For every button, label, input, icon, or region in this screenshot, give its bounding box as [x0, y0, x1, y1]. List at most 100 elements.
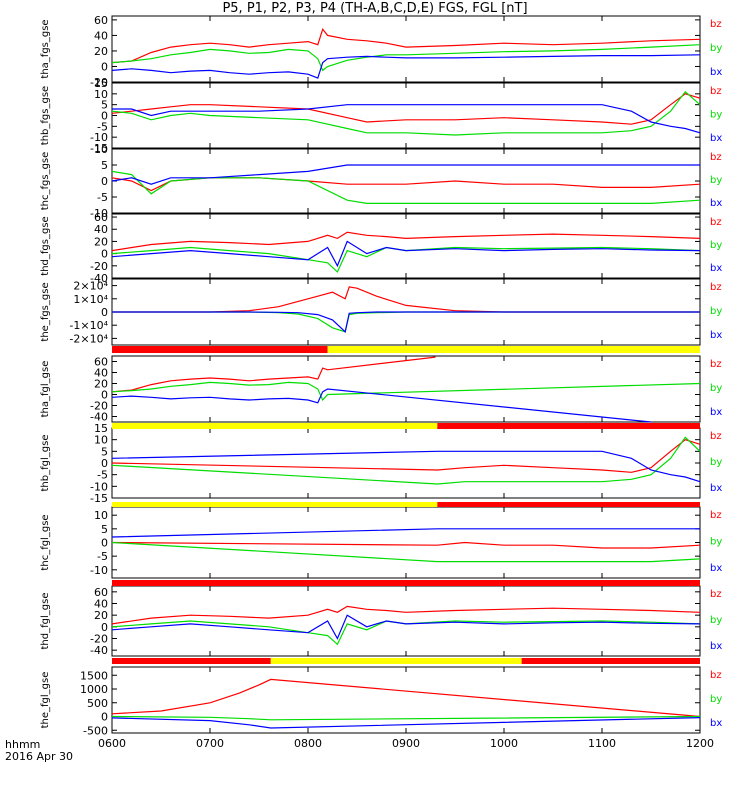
mode-bar-segment [521, 658, 700, 664]
legend-label-by: by [710, 457, 722, 468]
y-axis-label: thd_fgl_gse [40, 593, 51, 650]
series-line-by [111, 620, 701, 646]
y-tick-label: -15 [90, 142, 108, 155]
y-tick-label: 10 [94, 509, 108, 522]
y-tick-label: 10 [94, 88, 108, 101]
series-line-bz [111, 439, 701, 473]
legend-label-bx: bx [710, 483, 722, 494]
legend-label-bz: bz [710, 86, 722, 97]
panel-frame [111, 506, 701, 579]
legend-label-by: by [710, 537, 722, 548]
y-tick-label: 0 [101, 175, 108, 188]
x-tick-label: 0900 [392, 737, 420, 750]
series-line-bz [111, 93, 701, 125]
series-line-bz [111, 27, 701, 64]
series-line-bx [111, 614, 701, 640]
y-tick-label: 20 [94, 235, 108, 248]
y-tick-label: -40 [90, 411, 108, 424]
legend-label-bz: bz [710, 670, 722, 681]
y-tick-label: -40 [90, 272, 108, 285]
x-tick-label: 0600 [98, 737, 126, 750]
y-tick-label: -10 [90, 564, 108, 577]
y-tick-label: 40 [94, 223, 108, 236]
y-axis-label: thc_fgl_gse [40, 514, 51, 570]
y-tick-label: 10 [94, 434, 108, 447]
y-tick-label: -1×10⁴ [69, 319, 108, 332]
series-line-by [111, 246, 701, 273]
y-tick-label: 0 [101, 537, 108, 550]
y-axis-label: thc_fgs_gse [40, 152, 51, 211]
legend-label-bz: bz [710, 359, 722, 370]
legend-label-bx: bx [710, 330, 722, 341]
y-tick-label: 15 [94, 77, 108, 90]
y-tick-label: -20 [90, 76, 108, 89]
series-line-bx [111, 450, 701, 483]
y-tick-label: -5 [97, 191, 108, 204]
legend-label-bx: bx [710, 198, 722, 209]
series-line-bz [111, 605, 701, 625]
y-axis-label: tha_fgl_gse [40, 361, 51, 418]
y-tick-label: 0 [101, 248, 108, 261]
y-tick-label: 1000 [80, 683, 108, 696]
mode-bar-segment [112, 580, 700, 586]
series-line-by [111, 541, 701, 563]
legend-label-bz: bz [710, 510, 722, 521]
legend-label-by: by [710, 615, 722, 626]
mode-bar-segment [112, 346, 328, 353]
series-line-by [111, 44, 701, 72]
x-tick-label: 0700 [196, 737, 224, 750]
y-tick-label: -10 [90, 131, 108, 144]
mode-bar-segment [112, 658, 271, 664]
y-tick-label: -500 [83, 724, 108, 737]
series-line-bz [111, 177, 701, 192]
legend-label-bz: bz [710, 152, 722, 163]
y-tick-label: -10 [90, 207, 108, 220]
y-tick-label: 60 [94, 586, 108, 599]
time-axis-label: hhmm [5, 738, 41, 751]
y-tick-label: 20 [94, 45, 108, 58]
y-tick-label: 20 [94, 609, 108, 622]
mode-bar-segment [112, 423, 438, 429]
y-tick-label: 60 [94, 356, 108, 369]
y-tick-label: 5 [101, 99, 108, 112]
y-tick-label: 500 [87, 697, 108, 710]
y-tick-label: 1500 [80, 669, 108, 682]
series-line-bz [111, 678, 701, 718]
y-tick-label: 0 [101, 110, 108, 123]
legend-label-bx: bx [710, 563, 722, 574]
y-tick-label: 60 [94, 14, 108, 27]
y-tick-label: 60 [94, 211, 108, 224]
y-tick-label: -20 [90, 260, 108, 273]
panel-frame [111, 213, 701, 279]
legend-label-bz: bz [710, 217, 722, 228]
y-tick-label: 5 [101, 159, 108, 172]
legend-label-by: by [710, 240, 722, 251]
legend-label-bz: bz [710, 19, 722, 30]
y-axis-label: tha_fgs_gse [40, 19, 51, 78]
y-tick-label: -20 [90, 400, 108, 413]
legend-label-bz: bz [710, 589, 722, 600]
y-tick-label: 40 [94, 598, 108, 611]
x-tick-label: 1200 [686, 737, 714, 750]
panel-frame [111, 666, 701, 734]
legend-label-by: by [710, 383, 722, 394]
mode-bar-segment [270, 658, 522, 664]
y-tick-label: 1×10⁴ [73, 293, 108, 306]
series-line-bx [112, 311, 700, 333]
y-tick-label: 5 [101, 445, 108, 458]
series-line-bz [112, 286, 700, 313]
x-tick-label: 1100 [588, 737, 616, 750]
y-tick-label: 15 [94, 422, 108, 435]
chart-title: P5, P1, P2, P3, P4 (TH-A,B,C,D,E) FGS, F… [222, 1, 528, 16]
y-tick-label: 5 [101, 523, 108, 536]
series-line-by [112, 311, 700, 333]
x-tick-label: 0800 [294, 737, 322, 750]
y-tick-label: 0 [101, 60, 108, 73]
legend-label-by: by [710, 306, 722, 317]
y-axis-label: thb_fgs_gse [40, 86, 51, 145]
y-axis-label: the_fgs_gse [40, 282, 51, 341]
legend-label-bz: bz [710, 282, 722, 293]
y-tick-label: 20 [94, 378, 108, 391]
y-tick-label: 0 [101, 457, 108, 470]
legend-label-bx: bx [710, 67, 722, 78]
